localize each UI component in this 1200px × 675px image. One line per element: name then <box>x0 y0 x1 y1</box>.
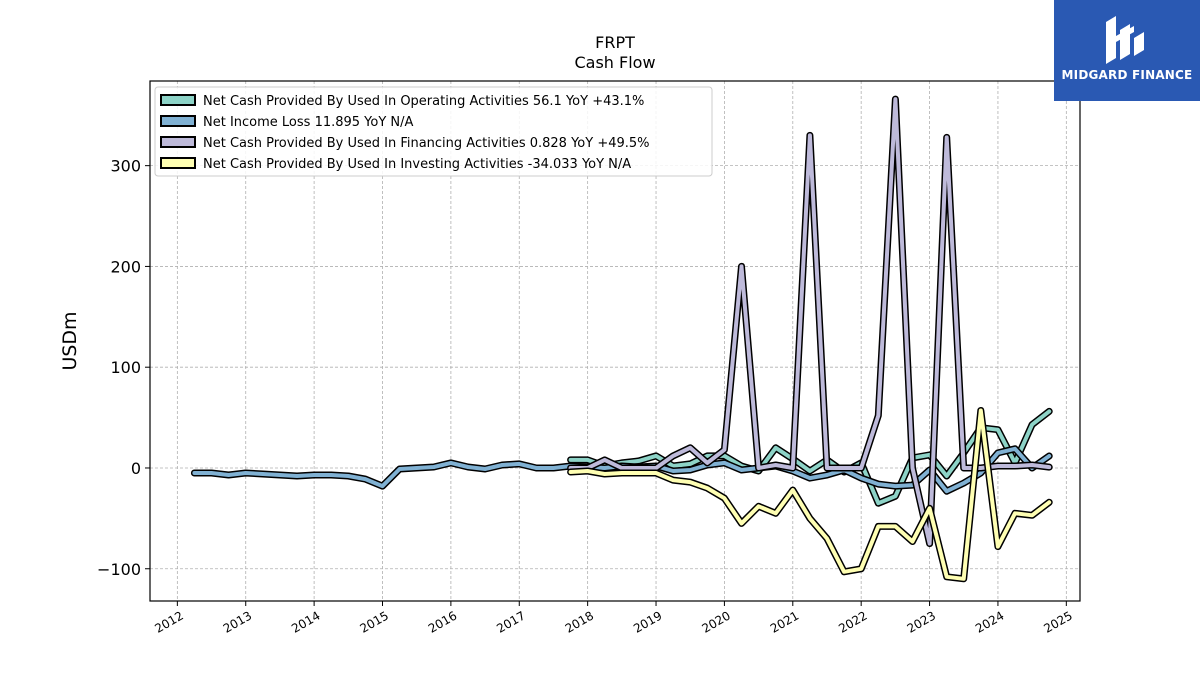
x-tick-label: 2023 <box>905 608 938 635</box>
brand-name: MIDGARD FINANCE <box>1061 68 1193 82</box>
legend-swatch <box>160 157 196 169</box>
legend-label: Net Income Loss 11.895 YoY N/A <box>203 115 414 130</box>
series-layer <box>190 95 1053 583</box>
y-tick-label: 200 <box>110 257 141 276</box>
x-tick-label: 2021 <box>768 608 801 635</box>
legend-label: Net Cash Provided By Used In Investing A… <box>203 157 631 172</box>
series-line <box>568 409 1052 506</box>
series-line <box>568 408 1052 581</box>
series-4 <box>567 407 1053 583</box>
series-3 <box>567 95 1053 548</box>
x-axis: 2012 2013 2014 2015 2016 2017 2018 2019 2020 2021… <box>152 601 1075 636</box>
y-tick-label: 0 <box>131 459 141 478</box>
series-line <box>568 97 1052 546</box>
x-tick-label: 2018 <box>563 608 596 635</box>
x-tick-label: 2014 <box>289 608 322 635</box>
legend-swatch <box>160 94 196 106</box>
legend-label: Net Cash Provided By Used In Operating A… <box>203 94 644 109</box>
x-tick-label: 2025 <box>1041 608 1074 635</box>
chart-subtitle: Cash Flow <box>574 53 655 72</box>
x-tick-label: 2022 <box>836 608 869 635</box>
brand-logo: MIDGARD FINANCE <box>1054 0 1200 101</box>
legend: Net Cash Provided By Used In Operating A… <box>154 86 713 177</box>
x-tick-label: 2015 <box>358 608 391 635</box>
series-1 <box>567 407 1053 507</box>
plot-frame <box>149 80 1081 602</box>
x-tick-label: 2024 <box>973 608 1006 635</box>
y-tick-label: 300 <box>110 157 141 176</box>
x-tick-label: 2016 <box>426 608 459 635</box>
x-tick-label: 2012 <box>152 608 185 635</box>
x-tick-label: 2017 <box>494 608 527 635</box>
x-tick-label: 2019 <box>631 608 664 635</box>
y-axis: −100 0 100 200 300 <box>97 157 150 579</box>
legend-swatch <box>160 136 196 148</box>
x-tick-label: 2020 <box>699 608 732 635</box>
x-tick-label: 2013 <box>221 608 254 635</box>
y-tick-label: −100 <box>97 560 141 579</box>
chart-title: FRPT <box>595 33 635 52</box>
legend-box <box>154 86 713 177</box>
midgard-logo-icon <box>1106 16 1144 64</box>
y-tick-label: 100 <box>110 358 141 377</box>
y-axis-label: USDm <box>59 311 81 370</box>
legend-swatch <box>160 115 196 127</box>
legend-label: Net Cash Provided By Used In Financing A… <box>203 136 650 151</box>
